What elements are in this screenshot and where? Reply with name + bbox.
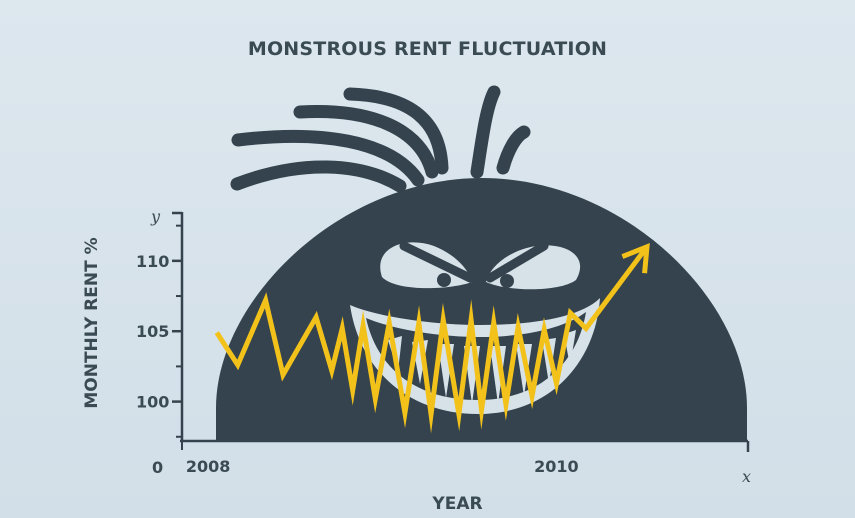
x-axis-title: YEAR xyxy=(432,494,483,514)
monster-left-brow xyxy=(399,241,475,283)
monster-left-pupil xyxy=(437,273,451,287)
series-layer xyxy=(214,242,650,434)
chart-axes: 100 105 110 2008 2010 y x 0 xyxy=(136,207,751,486)
chart-title: MONSTROUS RENT FLUCTUATION xyxy=(247,38,608,60)
monster-right-brow xyxy=(485,241,549,283)
monster-right-pupil xyxy=(500,274,514,288)
x-tick-label: 2008 xyxy=(186,457,231,476)
y-tick-label: 110 xyxy=(136,252,169,271)
y-tick-label: 105 xyxy=(136,322,169,341)
x-tick-label: 2010 xyxy=(534,457,579,476)
origin-label: 0 xyxy=(152,458,163,477)
y-axis-letter: y xyxy=(150,207,161,226)
x-axis-letter: x xyxy=(742,467,751,486)
y-tick-label: 100 xyxy=(136,393,169,412)
trend-arrowhead xyxy=(621,242,650,274)
monster-illustration xyxy=(216,85,747,440)
monster-hair xyxy=(230,85,531,193)
